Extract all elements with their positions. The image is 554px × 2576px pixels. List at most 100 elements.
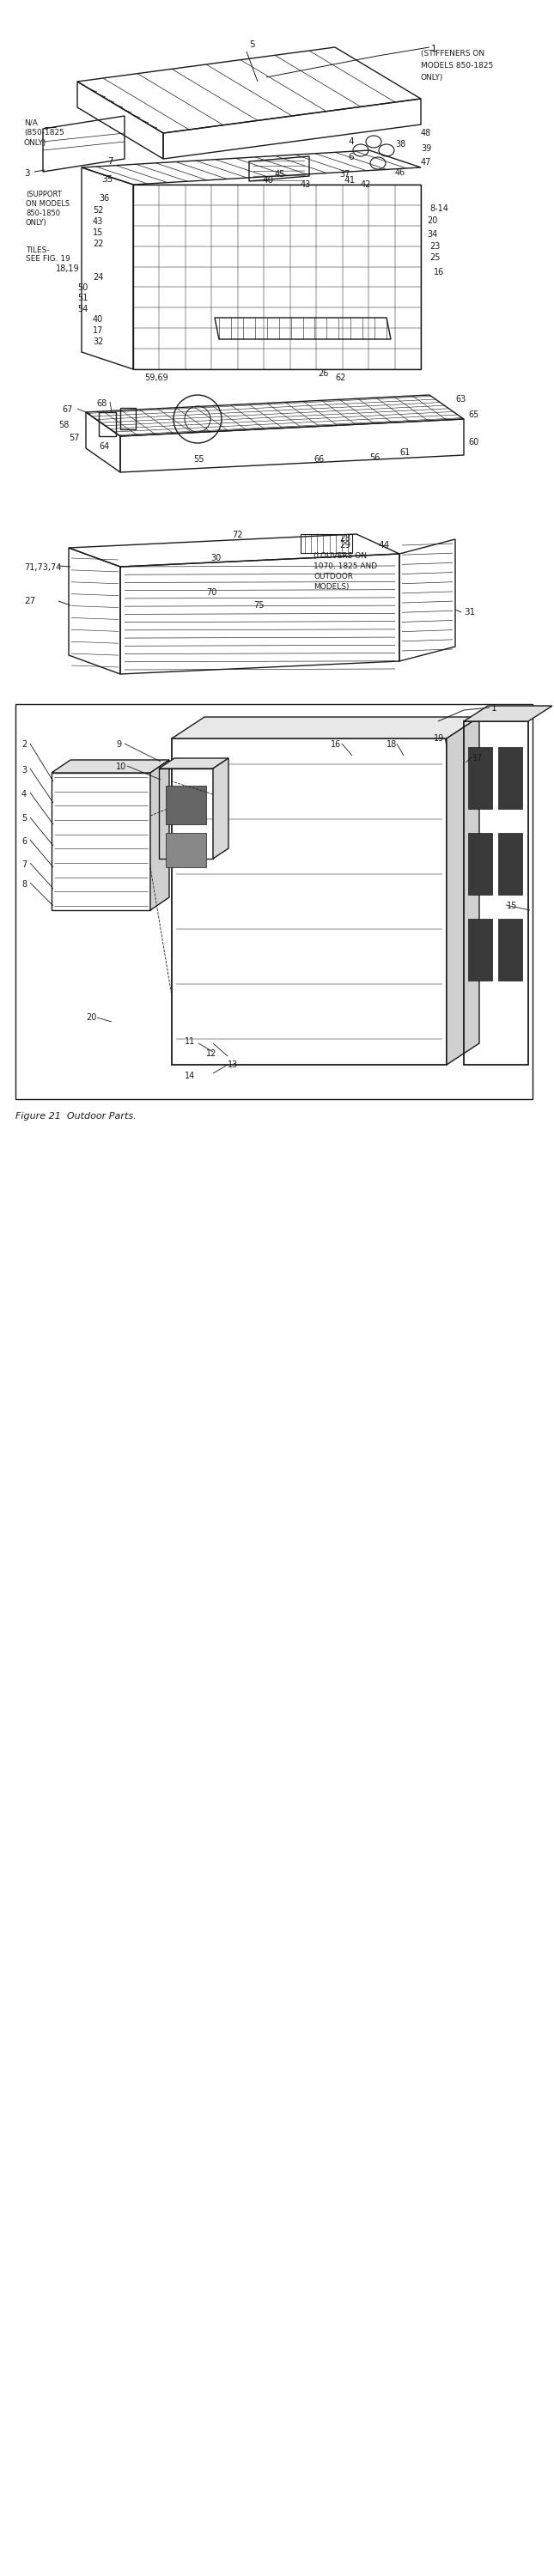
Text: 70: 70: [206, 587, 217, 598]
Text: (STIFFENERS ON: (STIFFENERS ON: [421, 49, 485, 57]
Polygon shape: [213, 757, 228, 858]
Text: 9: 9: [116, 739, 121, 750]
Text: MODELS): MODELS): [314, 582, 349, 590]
Text: 6: 6: [22, 837, 27, 845]
Text: 11: 11: [184, 1038, 195, 1046]
Text: 50: 50: [78, 283, 88, 291]
Text: 68: 68: [96, 399, 107, 407]
Text: 61: 61: [399, 448, 410, 456]
Text: OUTDOOR: OUTDOOR: [314, 572, 353, 580]
Text: N/A: N/A: [24, 118, 38, 126]
Polygon shape: [172, 716, 479, 739]
Text: 54: 54: [78, 304, 88, 314]
Text: 32: 32: [93, 337, 104, 345]
Text: 45: 45: [275, 170, 285, 178]
Text: 41: 41: [343, 175, 355, 185]
Text: 42: 42: [361, 180, 371, 188]
Text: 28: 28: [339, 533, 351, 544]
Text: 44: 44: [378, 541, 389, 549]
Text: 7: 7: [107, 157, 113, 165]
Text: (850-1825: (850-1825: [24, 129, 64, 137]
Text: 62: 62: [335, 374, 346, 381]
Text: MODELS 850-1825: MODELS 850-1825: [421, 62, 493, 70]
Text: 20: 20: [86, 1012, 96, 1023]
Text: 66: 66: [314, 456, 324, 464]
Text: 12: 12: [206, 1048, 217, 1059]
Polygon shape: [159, 757, 228, 768]
Text: 55: 55: [193, 456, 204, 464]
Text: 38: 38: [395, 139, 406, 149]
Text: 72: 72: [232, 531, 243, 538]
Text: 1070, 1825 AND: 1070, 1825 AND: [314, 562, 377, 569]
Text: 1: 1: [491, 703, 497, 714]
Polygon shape: [498, 920, 522, 981]
Text: 6: 6: [348, 152, 353, 162]
Text: 5: 5: [22, 814, 27, 822]
Text: 35: 35: [101, 175, 112, 183]
Text: 29: 29: [339, 541, 351, 549]
Polygon shape: [52, 760, 169, 773]
Text: ONLY): ONLY): [26, 219, 47, 227]
Text: 8: 8: [22, 881, 27, 889]
Text: 18: 18: [387, 739, 397, 750]
Text: ON MODELS: ON MODELS: [26, 201, 70, 209]
Text: 47: 47: [421, 157, 432, 167]
Text: 46: 46: [395, 167, 406, 178]
Text: 57: 57: [69, 433, 79, 443]
Text: 75: 75: [253, 600, 264, 611]
Polygon shape: [498, 747, 522, 809]
Text: 15: 15: [93, 229, 104, 237]
Polygon shape: [166, 786, 206, 824]
Text: 30: 30: [211, 554, 221, 562]
Text: 14: 14: [184, 1072, 195, 1079]
Text: 16: 16: [434, 268, 444, 276]
Text: 39: 39: [421, 144, 432, 152]
Text: 60: 60: [468, 438, 479, 446]
Text: 22: 22: [93, 240, 104, 247]
Text: 13: 13: [228, 1061, 238, 1069]
Text: 2: 2: [22, 739, 27, 750]
Text: 5: 5: [249, 41, 255, 49]
Text: 20: 20: [427, 216, 438, 224]
Polygon shape: [468, 832, 492, 894]
Text: 4: 4: [22, 791, 27, 799]
Polygon shape: [468, 920, 492, 981]
Text: 63: 63: [455, 394, 466, 404]
Text: 3: 3: [24, 170, 30, 178]
Text: 10: 10: [116, 762, 126, 770]
Text: 56: 56: [370, 453, 380, 461]
Text: 43: 43: [93, 216, 103, 227]
Text: Figure 21  Outdoor Parts.: Figure 21 Outdoor Parts.: [16, 1113, 136, 1121]
Polygon shape: [150, 760, 169, 909]
Text: 40: 40: [93, 314, 103, 325]
Text: TILES-: TILES-: [26, 247, 49, 255]
Text: 8-14: 8-14: [429, 204, 448, 214]
Text: 37: 37: [339, 170, 350, 178]
Text: 43: 43: [301, 180, 311, 188]
Text: 31: 31: [464, 608, 475, 616]
Text: 27: 27: [24, 598, 35, 605]
Polygon shape: [464, 706, 552, 721]
Text: ONLY): ONLY): [421, 75, 444, 82]
Text: 25: 25: [429, 252, 440, 263]
Text: 65: 65: [468, 410, 479, 420]
Text: 34: 34: [427, 229, 438, 240]
Text: 3: 3: [22, 765, 27, 775]
Text: 17: 17: [93, 327, 104, 335]
Text: 59,69: 59,69: [144, 374, 168, 381]
Polygon shape: [447, 716, 479, 1064]
Polygon shape: [468, 747, 492, 809]
Polygon shape: [166, 832, 206, 868]
Text: (SUPPORT: (SUPPORT: [26, 191, 61, 198]
Text: 850-1850: 850-1850: [26, 209, 60, 216]
Text: 52: 52: [93, 206, 104, 214]
Text: 36: 36: [99, 193, 109, 204]
Text: 7: 7: [22, 860, 27, 868]
Text: 64: 64: [99, 443, 109, 451]
Text: 51: 51: [78, 294, 88, 301]
Text: 18,19: 18,19: [56, 265, 80, 273]
Text: 24: 24: [93, 273, 104, 281]
Text: 4: 4: [348, 137, 353, 147]
Text: 71,73,74: 71,73,74: [24, 564, 61, 572]
Text: 48: 48: [421, 129, 432, 137]
